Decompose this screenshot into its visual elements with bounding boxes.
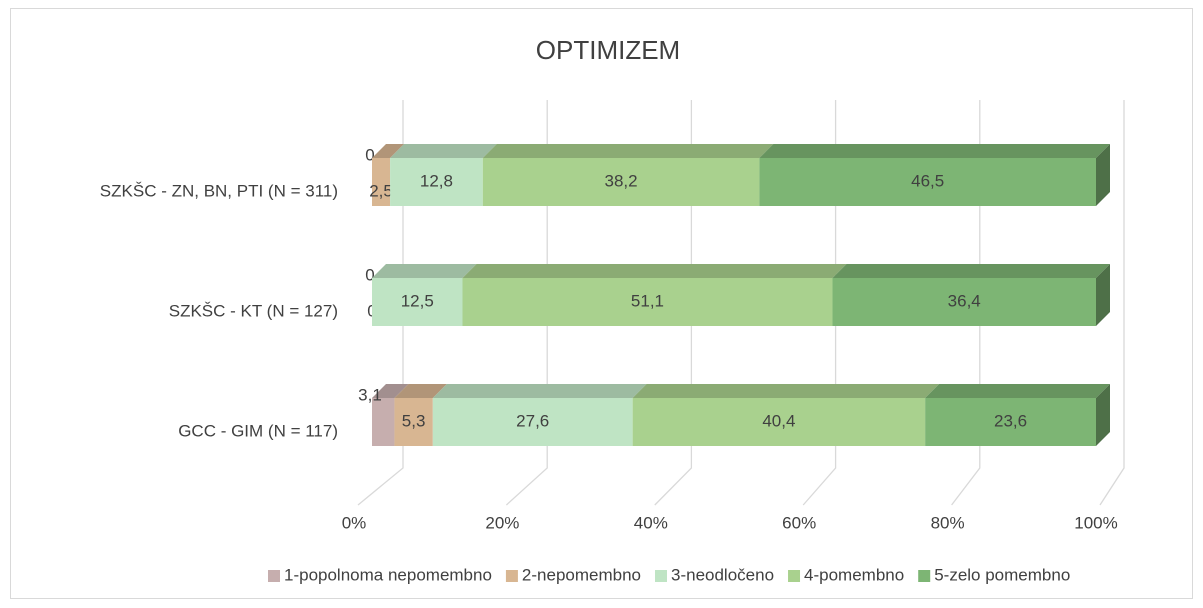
bar-top-face (482, 144, 774, 158)
data-label: 3,1 (358, 385, 382, 404)
legend-label: 3-neodločeno (671, 565, 774, 584)
bar-segment (372, 398, 395, 446)
x-tick-label: 80% (931, 513, 965, 532)
x-tick-label: 20% (485, 513, 519, 532)
data-label: 0 (365, 145, 374, 164)
bar-top-face (372, 144, 405, 158)
grid-line (1099, 100, 1125, 506)
bar-segment (432, 398, 633, 446)
x-tick-label: 0% (342, 513, 367, 532)
legend-label: 1-popolnoma nepomembno (284, 565, 492, 584)
bar-segment (832, 278, 1096, 326)
legend-swatch (268, 570, 280, 582)
x-tick-label: 40% (634, 513, 668, 532)
chart-title: OPTIMIZEM (536, 35, 680, 65)
bar-segment (372, 278, 463, 326)
legend-label: 4-pomembno (804, 565, 904, 584)
x-tick-label: 100% (1074, 513, 1117, 532)
bar-top-face (832, 264, 1110, 278)
legend-swatch (505, 570, 518, 582)
data-label: 36,4 (948, 291, 981, 310)
data-label: 12,8 (420, 171, 453, 190)
legend-label: 5-zelo pomembno (934, 565, 1070, 584)
bar-segment (925, 398, 1096, 446)
data-label: 27,6 (516, 411, 549, 430)
bar-top-face (759, 144, 1110, 158)
legend-swatch (918, 570, 931, 582)
grid-line (951, 100, 981, 506)
legend-label: 2-nepomembno (522, 565, 641, 584)
legend-swatch (655, 570, 667, 582)
data-label: 46,5 (911, 171, 944, 190)
grid-line (505, 100, 548, 506)
y-tick-label: SZKŠC - ZN, BN, PTI (N = 311) (100, 181, 338, 200)
bar-segment (394, 398, 433, 446)
bar-side-face (1096, 264, 1110, 326)
bar-top-face (372, 384, 409, 398)
bar-segment (372, 158, 391, 206)
legend-swatch (788, 570, 801, 582)
y-tick-label: SZKŠC - KT (N = 127) (169, 301, 338, 320)
bar-top-face (462, 264, 847, 278)
bar-top-face (432, 384, 647, 398)
bar-segment (462, 278, 833, 326)
data-label: 5,3 (402, 411, 426, 430)
data-label: 2,5 (369, 181, 393, 200)
bar-segment (632, 398, 926, 446)
bar-top-face (390, 144, 497, 158)
bar-side-face (1096, 384, 1110, 446)
data-label: 51,1 (631, 291, 664, 310)
data-label: 0 (365, 265, 374, 284)
grid-line (802, 100, 837, 506)
bar-segment (390, 158, 483, 206)
data-label: 23,6 (994, 411, 1027, 430)
bar-side-face (1096, 144, 1110, 206)
data-label: 38,2 (605, 171, 638, 190)
bar-segment (482, 158, 760, 206)
bar-top-face (632, 384, 940, 398)
y-tick-label: GCC - GIM (N = 117) (178, 421, 338, 440)
x-tick-label: 60% (782, 513, 816, 532)
data-label: 12,5 (401, 291, 434, 310)
data-label: 40,4 (762, 411, 795, 430)
bar-top-face (372, 264, 477, 278)
grid-line (357, 100, 404, 506)
bar-top-face (925, 384, 1110, 398)
bar-segment (759, 158, 1096, 206)
bar-top-face (394, 384, 447, 398)
grid-line (654, 100, 693, 506)
